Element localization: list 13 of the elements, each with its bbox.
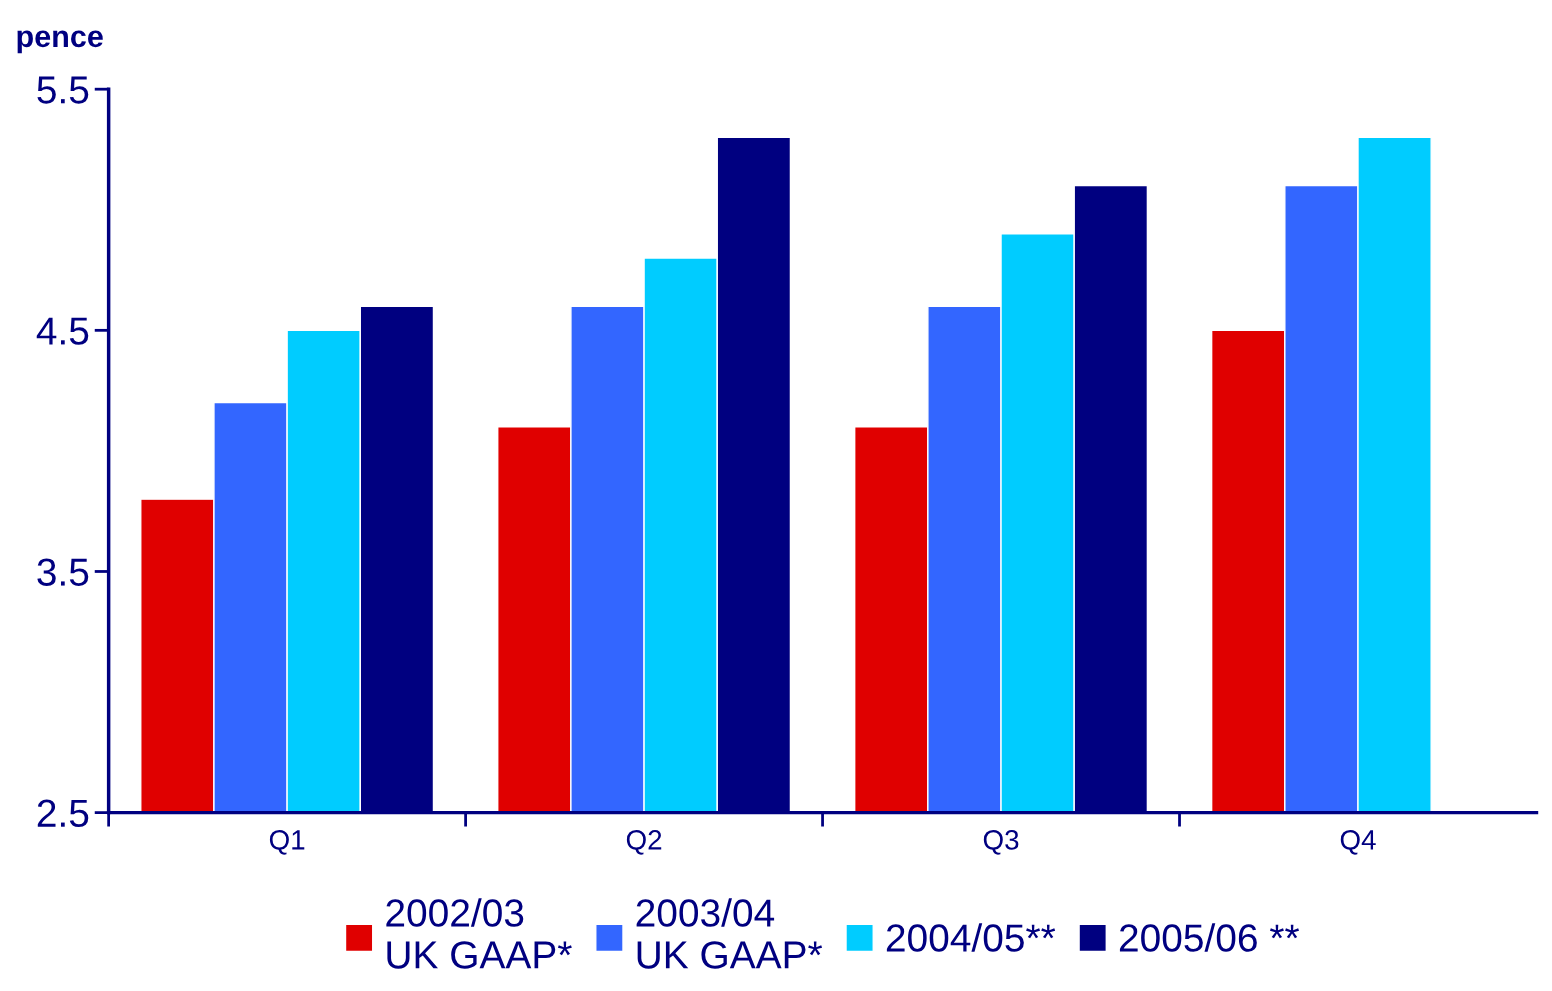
y-tick-label: 4.5 bbox=[36, 317, 89, 345]
legend-label: 2005/06 ** bbox=[1119, 923, 1300, 952]
y-tick-label: 3.5 bbox=[37, 558, 89, 586]
legend-label: 2004/05** bbox=[886, 923, 1056, 952]
legend-label: 2002/03 UK GAAP* bbox=[386, 898, 572, 969]
x-tick-label: Q2 bbox=[626, 830, 662, 855]
y-axis-title: pence bbox=[17, 30, 103, 54]
y-tick-label: 2.5 bbox=[37, 799, 89, 828]
x-tick-label: Q3 bbox=[983, 830, 1019, 855]
y-tick-label: 5.5 bbox=[37, 76, 89, 104]
legend-label: 2003/04 UK GAAP* bbox=[636, 898, 823, 969]
x-tick-label: Q1 bbox=[269, 830, 305, 855]
x-tick-label: Q4 bbox=[1340, 830, 1376, 855]
